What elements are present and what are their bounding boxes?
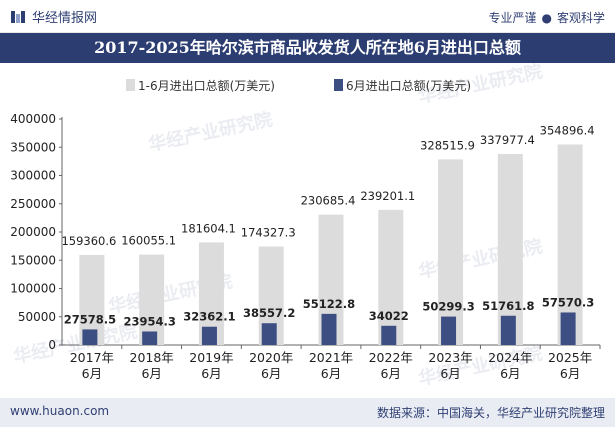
category-month-5: 6月 (381, 366, 401, 381)
tagline-right: 客观科学 (556, 11, 605, 25)
watermark-0: 华经产业研究院 (146, 108, 274, 156)
legend-label-1: 1-6月进出口总额(万美元) (138, 79, 275, 93)
y-tick-label-8: 400000 (10, 112, 56, 126)
label-total-3: 174327.3 (241, 226, 296, 240)
category-month-7: 6月 (500, 366, 520, 381)
category-year-2: 2019年 (189, 350, 233, 365)
bar-june-6 (441, 316, 457, 345)
legend-swatch-1 (126, 79, 135, 91)
category-month-0: 6月 (82, 366, 102, 381)
label-total-0: 159360.6 (61, 234, 116, 248)
bar-june-0 (82, 329, 98, 345)
footer: www.huaon.com 数据来源：中国海关，华经产业研究院整理 (0, 398, 615, 427)
label-june-1: 23954.3 (123, 314, 175, 328)
top-bar: 华经情报网 专业严谨 ● 客观科学 (0, 0, 615, 33)
label-total-8: 354896.4 (540, 123, 595, 137)
bar-june-1 (142, 331, 158, 345)
bar-june-4 (321, 313, 337, 345)
y-tick-label-4: 200000 (10, 225, 56, 239)
bar-total-1 (139, 254, 165, 345)
y-tick-label-6: 300000 (10, 169, 56, 183)
label-total-1: 160055.1 (121, 234, 176, 248)
y-tick-label-3: 150000 (10, 253, 56, 267)
category-month-4: 6月 (321, 366, 341, 381)
label-june-3: 38557.2 (243, 306, 295, 320)
label-june-0: 27578.5 (64, 312, 116, 326)
label-june-8: 57570.3 (542, 295, 594, 309)
bar-total-8 (557, 144, 583, 345)
bar-total-6 (438, 159, 464, 345)
brand: 华经情报网 (10, 7, 97, 26)
legend-swatch-2 (334, 79, 343, 91)
tagline-left: 专业严谨 (488, 11, 537, 25)
bar-june-2 (201, 326, 217, 345)
category-month-8: 6月 (560, 366, 580, 381)
label-june-5: 34022 (369, 309, 409, 323)
label-june-4: 55122.8 (303, 297, 355, 311)
footer-site: www.huaon.com (10, 404, 110, 418)
chart-title: 2017-2025年哈尔滨市商品收发货人所在地6月进出口总额 (0, 33, 615, 63)
watermark-3: 华经产业研究院 (416, 235, 544, 283)
legend-label-2: 6月进出口总额(万美元) (346, 79, 471, 93)
bar-total-7 (497, 154, 523, 345)
label-june-7: 51761.8 (482, 299, 534, 313)
bar-june-7 (500, 315, 516, 345)
label-total-6: 328515.9 (420, 138, 475, 152)
bar-june-8 (560, 312, 576, 345)
category-month-6: 6月 (440, 366, 460, 381)
category-year-7: 2024年 (488, 350, 532, 365)
y-tick-label-0: 0 (48, 338, 56, 352)
brand-logo-icon (11, 10, 25, 23)
category-year-0: 2017年 (70, 350, 114, 365)
category-month-1: 6月 (141, 366, 161, 381)
category-year-8: 2025年 (548, 350, 592, 365)
y-tick-label-1: 50000 (18, 310, 56, 324)
bar-total-5 (378, 209, 404, 345)
label-june-6: 50299.3 (422, 300, 474, 314)
bar-june-5 (381, 325, 397, 345)
label-total-4: 230685.4 (301, 194, 356, 208)
y-tick-label-5: 250000 (10, 197, 56, 211)
label-total-7: 337977.4 (480, 133, 535, 147)
footer-source: 数据来源：中国海关，华经产业研究院整理 (376, 406, 605, 420)
separator-dot-icon: ● (541, 11, 552, 25)
category-year-1: 2018年 (130, 350, 174, 365)
category-year-6: 2023年 (428, 350, 472, 365)
tagline: 专业严谨 ● 客观科学 (488, 9, 605, 26)
y-tick-label-2: 100000 (10, 282, 56, 296)
label-total-2: 181604.1 (181, 221, 236, 235)
category-year-4: 2021年 (309, 350, 353, 365)
brand-name: 华经情报网 (32, 11, 98, 26)
label-total-5: 239201.1 (360, 189, 415, 203)
category-month-3: 6月 (261, 366, 281, 381)
bar-june-3 (261, 323, 277, 345)
category-month-2: 6月 (201, 366, 221, 381)
y-tick-label-7: 350000 (10, 140, 56, 154)
category-year-5: 2022年 (369, 350, 413, 365)
label-june-2: 32362.1 (183, 310, 235, 324)
category-year-3: 2020年 (249, 350, 293, 365)
